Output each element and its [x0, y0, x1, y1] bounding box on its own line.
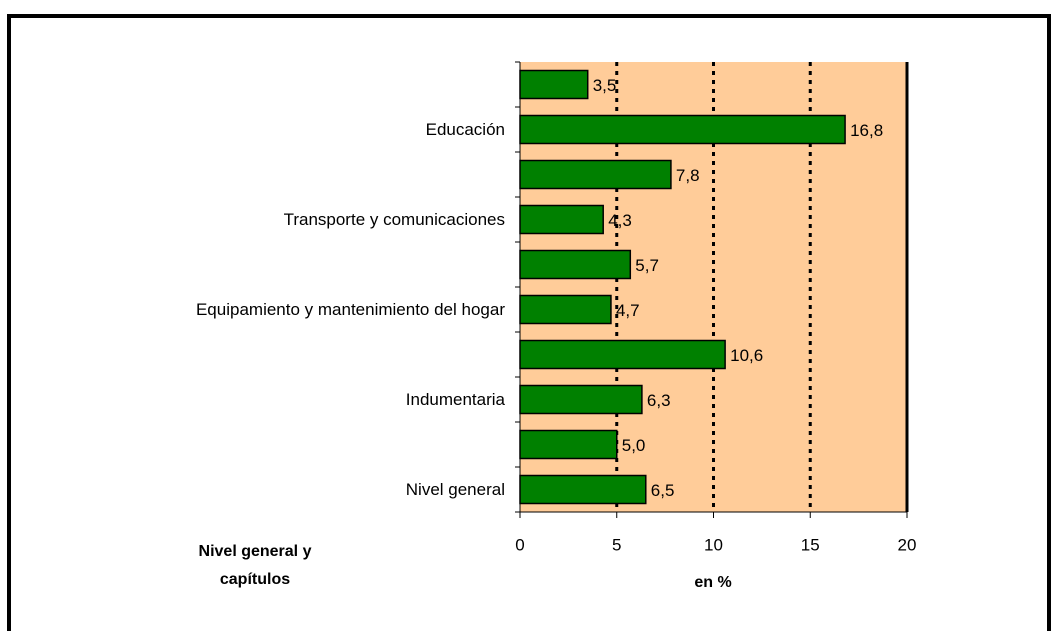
value-label: 16,8	[850, 121, 883, 140]
category-text: Nivel general	[405, 480, 505, 499]
value-label: 4,3	[608, 211, 632, 230]
value-label: 3,5	[593, 76, 617, 95]
value-label: 6,5	[651, 481, 675, 500]
x-tick-label: 5	[612, 535, 621, 554]
value-label: 5,7	[635, 256, 659, 275]
value-label: 4,7	[616, 301, 640, 320]
x-tick-label: 10	[704, 535, 723, 554]
bar	[519, 69, 589, 100]
category-text: Educación	[425, 120, 505, 139]
category-text: Transporte y comunicaciones	[283, 210, 505, 229]
bar	[519, 204, 604, 235]
y-tick-label: Indumentaria	[165, 357, 505, 442]
x-tick-label: 15	[801, 535, 820, 554]
value-label: 5,0	[622, 436, 646, 455]
bar	[519, 159, 672, 190]
bar	[519, 474, 647, 505]
y-tick-label: Transporte y comunicaciones	[165, 177, 505, 262]
y-tick-label: Nivel general	[165, 447, 505, 532]
y-axis-title: Nivel general y capítulos	[198, 543, 312, 588]
bar	[519, 294, 612, 325]
x-tick-label: 20	[898, 535, 917, 554]
value-label: 6,3	[647, 391, 671, 410]
value-label: 7,8	[676, 166, 700, 185]
category-text: Indumentaria	[405, 390, 505, 409]
bar	[519, 339, 726, 370]
value-label: 10,6	[730, 346, 763, 365]
bar	[519, 114, 846, 145]
y-tick-label: Equipamiento y mantenimiento del hogar	[165, 267, 505, 352]
bar	[519, 429, 618, 460]
bar	[519, 384, 643, 415]
x-axis-title: en %	[694, 574, 732, 591]
category-text: Equipamiento y mantenimiento del hogar	[195, 300, 505, 319]
bar	[519, 249, 632, 280]
y-tick-label: Educación	[165, 87, 505, 172]
frame	[7, 14, 1051, 631]
x-tick-label: 0	[515, 535, 524, 554]
